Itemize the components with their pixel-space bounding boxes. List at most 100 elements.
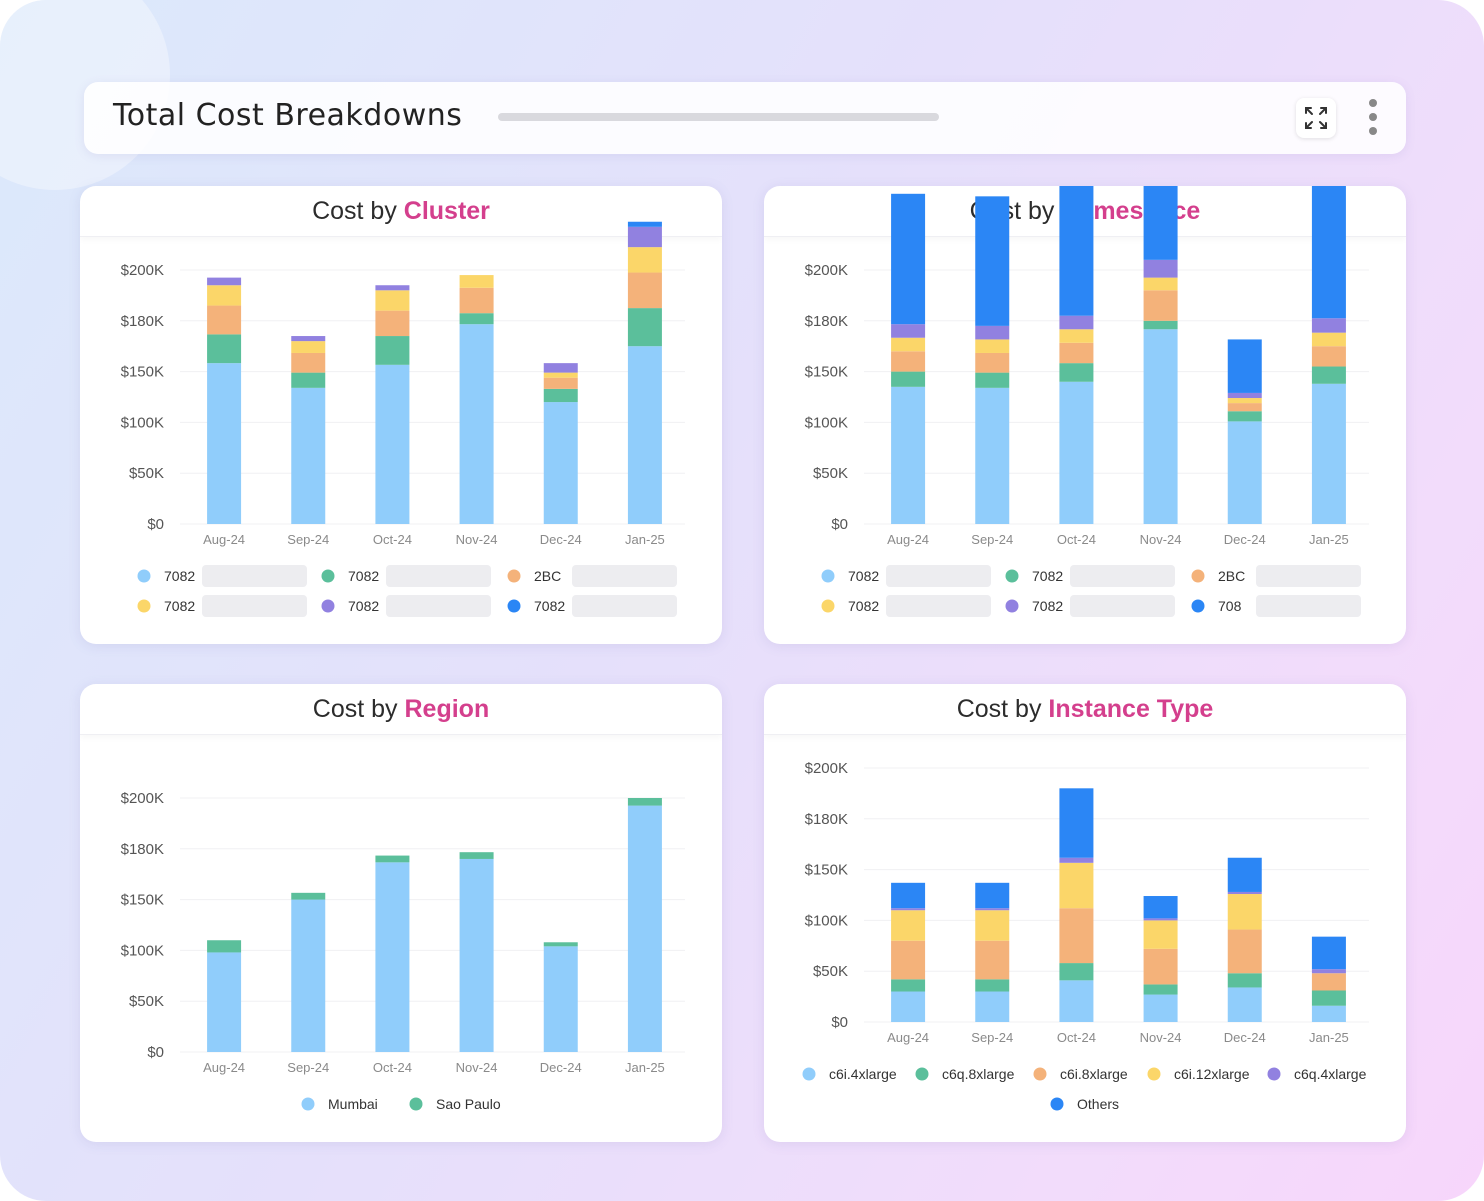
bar-segment[interactable]: [1311, 186, 1346, 319]
bar-segment[interactable]: [459, 858, 494, 1052]
bar-segment[interactable]: [1059, 186, 1094, 316]
bar-segment[interactable]: [1227, 421, 1262, 524]
bar-segment[interactable]: [1311, 990, 1346, 1006]
bar-segment[interactable]: [1311, 969, 1346, 974]
bar-segment[interactable]: [975, 325, 1010, 340]
bar-segment[interactable]: [1227, 987, 1262, 1022]
bar-segment[interactable]: [459, 287, 494, 314]
bar-segment[interactable]: [975, 882, 1010, 909]
bar-segment[interactable]: [1227, 392, 1262, 399]
legend-item[interactable]: c6i.12xlarge: [1147, 1066, 1250, 1082]
legend-item[interactable]: c6i.8xlarge: [1033, 1066, 1128, 1082]
bar-segment[interactable]: [975, 940, 1010, 980]
legend-item[interactable]: 708: [1191, 595, 1362, 617]
legend-item[interactable]: 7082: [507, 595, 678, 617]
bar-segment[interactable]: [375, 862, 410, 1052]
bar-segment[interactable]: [1143, 186, 1178, 260]
bar-segment[interactable]: [291, 372, 326, 388]
legend-item[interactable]: Mumbai: [301, 1096, 378, 1112]
legend-item[interactable]: c6q.4xlarge: [1267, 1066, 1367, 1082]
bar-segment[interactable]: [459, 324, 494, 524]
bar-segment[interactable]: [1059, 381, 1094, 524]
legend-item[interactable]: 7082: [137, 565, 308, 587]
bar-segment[interactable]: [1059, 862, 1094, 909]
bar-segment[interactable]: [1227, 893, 1262, 930]
expand-button[interactable]: [1296, 98, 1336, 138]
bar-segment[interactable]: [207, 277, 242, 286]
bar-segment[interactable]: [975, 196, 1010, 326]
legend-item[interactable]: 7082: [821, 565, 992, 587]
bar-segment[interactable]: [375, 336, 410, 365]
bar-segment[interactable]: [1059, 363, 1094, 382]
bar-segment[interactable]: [891, 908, 926, 911]
bar-segment[interactable]: [291, 899, 326, 1052]
bar-segment[interactable]: [1059, 857, 1094, 863]
legend-item[interactable]: c6i.4xlarge: [802, 1066, 897, 1082]
bar-segment[interactable]: [1059, 980, 1094, 1022]
bar-segment[interactable]: [1143, 896, 1178, 919]
bar-segment[interactable]: [543, 372, 578, 378]
bar-segment[interactable]: [207, 305, 242, 335]
bar-segment[interactable]: [543, 942, 578, 947]
bar-segment[interactable]: [891, 386, 926, 524]
bar-segment[interactable]: [1143, 994, 1178, 1022]
bar-segment[interactable]: [1311, 346, 1346, 367]
bar-segment[interactable]: [1311, 318, 1346, 333]
bar-segment[interactable]: [1311, 936, 1346, 970]
bar-segment[interactable]: [891, 193, 926, 325]
bar-segment[interactable]: [627, 272, 662, 309]
bar-segment[interactable]: [1059, 908, 1094, 964]
bar-segment[interactable]: [627, 308, 662, 347]
bar-segment[interactable]: [207, 952, 242, 1052]
bar-segment[interactable]: [627, 226, 662, 248]
bar-segment[interactable]: [291, 336, 326, 342]
bar-segment[interactable]: [1227, 411, 1262, 422]
bar-segment[interactable]: [1143, 320, 1178, 330]
bar-segment[interactable]: [459, 313, 494, 325]
legend-item[interactable]: 2BC: [507, 565, 678, 587]
bar-segment[interactable]: [975, 352, 1010, 373]
bar-segment[interactable]: [1311, 1005, 1346, 1022]
legend-item[interactable]: 7082: [137, 595, 308, 617]
bar-segment[interactable]: [1311, 973, 1346, 991]
bar-segment[interactable]: [1311, 383, 1346, 524]
bar-segment[interactable]: [975, 908, 1010, 911]
legend-item[interactable]: Sao Paulo: [409, 1096, 501, 1112]
legend-item[interactable]: 7082: [1005, 565, 1176, 587]
more-options-button[interactable]: [1362, 96, 1384, 140]
bar-segment[interactable]: [627, 221, 662, 227]
legend-item[interactable]: Others: [1050, 1096, 1120, 1112]
bar-segment[interactable]: [891, 882, 926, 909]
bar-segment[interactable]: [1143, 984, 1178, 995]
bar-segment[interactable]: [891, 324, 926, 338]
bar-segment[interactable]: [291, 341, 326, 353]
bar-segment[interactable]: [627, 798, 662, 806]
bar-segment[interactable]: [375, 364, 410, 524]
bar-segment[interactable]: [1227, 891, 1262, 894]
bar-segment[interactable]: [891, 910, 926, 941]
bar-segment[interactable]: [543, 946, 578, 1052]
bar-segment[interactable]: [459, 852, 494, 859]
bar-segment[interactable]: [1227, 857, 1262, 892]
bar-segment[interactable]: [891, 940, 926, 980]
bar-segment[interactable]: [1059, 963, 1094, 981]
bar-segment[interactable]: [543, 388, 578, 403]
legend-item[interactable]: 7082: [1005, 595, 1176, 617]
legend-item[interactable]: 7082: [821, 595, 992, 617]
legend-item[interactable]: c6q.8xlarge: [915, 1066, 1015, 1082]
bar-segment[interactable]: [1143, 920, 1178, 949]
bar-segment[interactable]: [975, 372, 1010, 388]
bar-segment[interactable]: [207, 363, 242, 524]
bar-segment[interactable]: [1143, 277, 1178, 291]
bar-segment[interactable]: [291, 892, 326, 900]
bar-segment[interactable]: [543, 402, 578, 524]
bar-segment[interactable]: [975, 910, 1010, 941]
bar-segment[interactable]: [1143, 290, 1178, 321]
bar-segment[interactable]: [1059, 788, 1094, 858]
bar-segment[interactable]: [1143, 259, 1178, 278]
bar-segment[interactable]: [1143, 918, 1178, 921]
bar-segment[interactable]: [1059, 329, 1094, 343]
bar-segment[interactable]: [543, 377, 578, 389]
bar-segment[interactable]: [543, 363, 578, 373]
bar-segment[interactable]: [1227, 929, 1262, 974]
